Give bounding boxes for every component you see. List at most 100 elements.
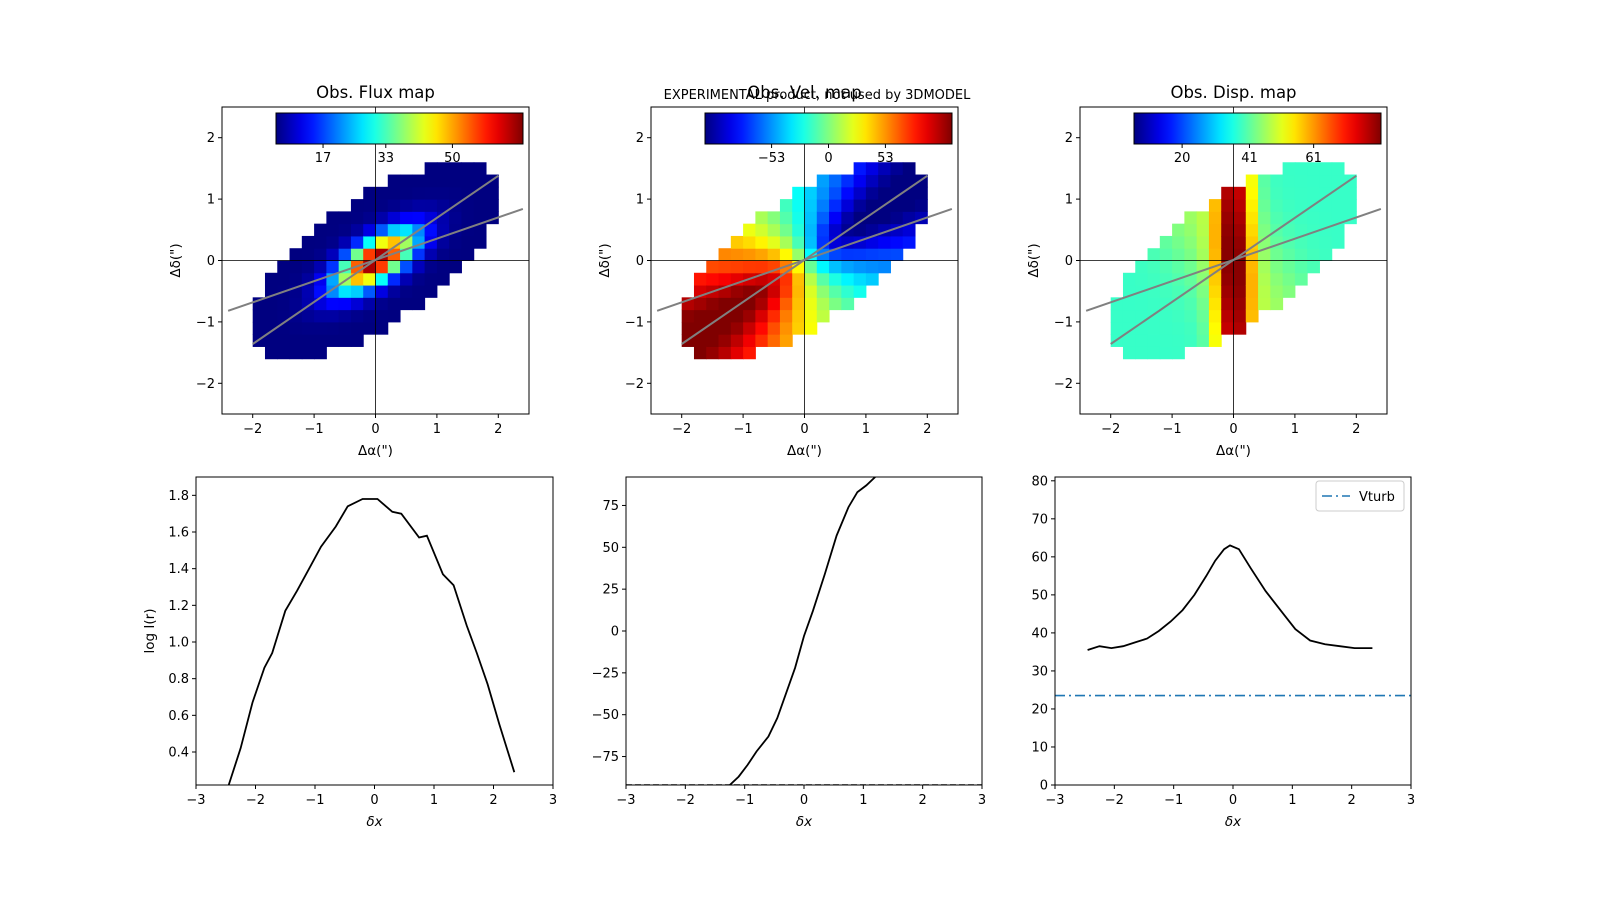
y-tick-label: 0.8 xyxy=(168,672,189,687)
y-tick-label: −2 xyxy=(196,377,215,392)
map-pixel xyxy=(816,309,830,323)
map-pixel xyxy=(804,223,818,237)
map-pixel xyxy=(461,186,475,200)
map-pixel xyxy=(1319,174,1333,188)
map-pixel xyxy=(816,272,830,286)
colorbar-tick-label: 33 xyxy=(378,151,395,166)
map-pixel xyxy=(1258,211,1271,225)
map-pixel xyxy=(1147,346,1161,360)
map-pixel xyxy=(264,272,278,286)
map-pixel xyxy=(461,211,475,225)
map-pixel xyxy=(902,162,916,176)
y-tick-label: 1.2 xyxy=(168,599,189,614)
map-pixel xyxy=(829,199,842,212)
map-pixel xyxy=(289,297,303,311)
colorbar-tick-label: 17 xyxy=(315,151,332,166)
map-pixel xyxy=(338,285,352,298)
map-pixel xyxy=(1196,309,1210,323)
series-line xyxy=(1087,544,1373,651)
map-pixel xyxy=(387,174,401,188)
map-pixel xyxy=(743,235,756,249)
map-pixel xyxy=(755,309,769,323)
y-tick-label: −50 xyxy=(592,708,619,723)
map-pixel xyxy=(865,223,879,237)
map-pixel xyxy=(779,199,793,212)
map-pixel xyxy=(1331,235,1345,249)
map-pixel xyxy=(1208,211,1222,225)
profile-panel-2: −3 −2 −1 0 1 2 3 −75 −50 −25 0 25 50 75 δx xyxy=(592,476,986,830)
map-pixel xyxy=(1172,235,1185,249)
map-pixel xyxy=(449,235,462,249)
x-axis-label: δx xyxy=(1225,814,1242,830)
x-axis-label: Δα(") xyxy=(787,443,822,459)
map-pixel xyxy=(1294,199,1308,212)
map-pixel xyxy=(755,223,769,237)
map-pixel xyxy=(1294,235,1308,249)
map-pixel xyxy=(1319,211,1333,225)
map-pixel xyxy=(387,223,401,237)
map-pixel xyxy=(902,211,916,225)
x-tick-label: −2 xyxy=(1105,793,1124,808)
map-pixel xyxy=(804,272,818,286)
map-pixel xyxy=(1319,248,1333,261)
map-pixel xyxy=(1172,260,1185,274)
map-pixel xyxy=(779,223,793,237)
map-pixel xyxy=(902,235,916,249)
map-pixel xyxy=(326,321,340,335)
map-pixel xyxy=(804,285,818,298)
map-pixel xyxy=(1245,199,1259,212)
map-pixel xyxy=(387,199,401,212)
y-tick-label: 25 xyxy=(602,583,619,598)
y-axis-label: Δδ(") xyxy=(168,243,184,277)
map-pixel xyxy=(387,309,401,323)
map-pixel xyxy=(878,248,891,261)
map-pixel xyxy=(841,199,855,212)
map-pixel xyxy=(363,211,376,225)
map-pixel xyxy=(461,162,475,176)
map-pixel xyxy=(829,174,842,188)
map-pixel xyxy=(1159,260,1173,274)
map-pixel xyxy=(865,186,879,200)
map-pixel xyxy=(277,297,291,311)
map-pixel xyxy=(902,174,916,188)
map-pixel xyxy=(767,297,781,311)
map-pixel xyxy=(301,297,315,311)
axes-frame xyxy=(1054,476,1412,786)
map-pixel xyxy=(1331,223,1345,237)
map-pixel xyxy=(853,186,867,200)
map-pixel xyxy=(1208,285,1222,298)
map-pixel xyxy=(792,248,805,261)
y-axis-label: Δδ(") xyxy=(597,243,613,277)
y-tick-label: 1.4 xyxy=(168,562,189,577)
map-pixel xyxy=(1258,186,1271,200)
map-pixel xyxy=(767,285,781,298)
map-pixel xyxy=(436,260,450,274)
map-pixel xyxy=(412,199,426,212)
axes-frame xyxy=(221,106,530,415)
map-pixel xyxy=(473,162,487,176)
map-pixel xyxy=(387,211,401,225)
map-pixel xyxy=(289,248,303,261)
map-pixel xyxy=(853,272,867,286)
map-pixel xyxy=(779,235,793,249)
y-tick-label: 50 xyxy=(602,541,619,556)
map-pixel xyxy=(1307,186,1320,200)
x-tick-label: 3 xyxy=(549,793,557,808)
colorbar xyxy=(704,112,953,145)
map-pixel xyxy=(1184,260,1198,274)
map-pixel xyxy=(301,235,315,249)
map-pixel xyxy=(350,321,364,335)
map-pixel xyxy=(718,346,732,360)
colorbar-tick-label: 61 xyxy=(1305,151,1322,166)
map-pixel xyxy=(326,334,340,347)
colorbar-tick-label: 53 xyxy=(877,151,894,166)
map-pixel xyxy=(350,272,364,286)
map-pixel xyxy=(1258,272,1271,286)
map-pixel xyxy=(400,235,413,249)
map-pixel xyxy=(436,174,450,188)
map-pixel xyxy=(486,186,499,200)
map-pixel xyxy=(1270,174,1284,188)
map-pixel xyxy=(743,334,756,347)
map-pixel xyxy=(387,260,401,274)
map-pixel xyxy=(1172,321,1185,335)
